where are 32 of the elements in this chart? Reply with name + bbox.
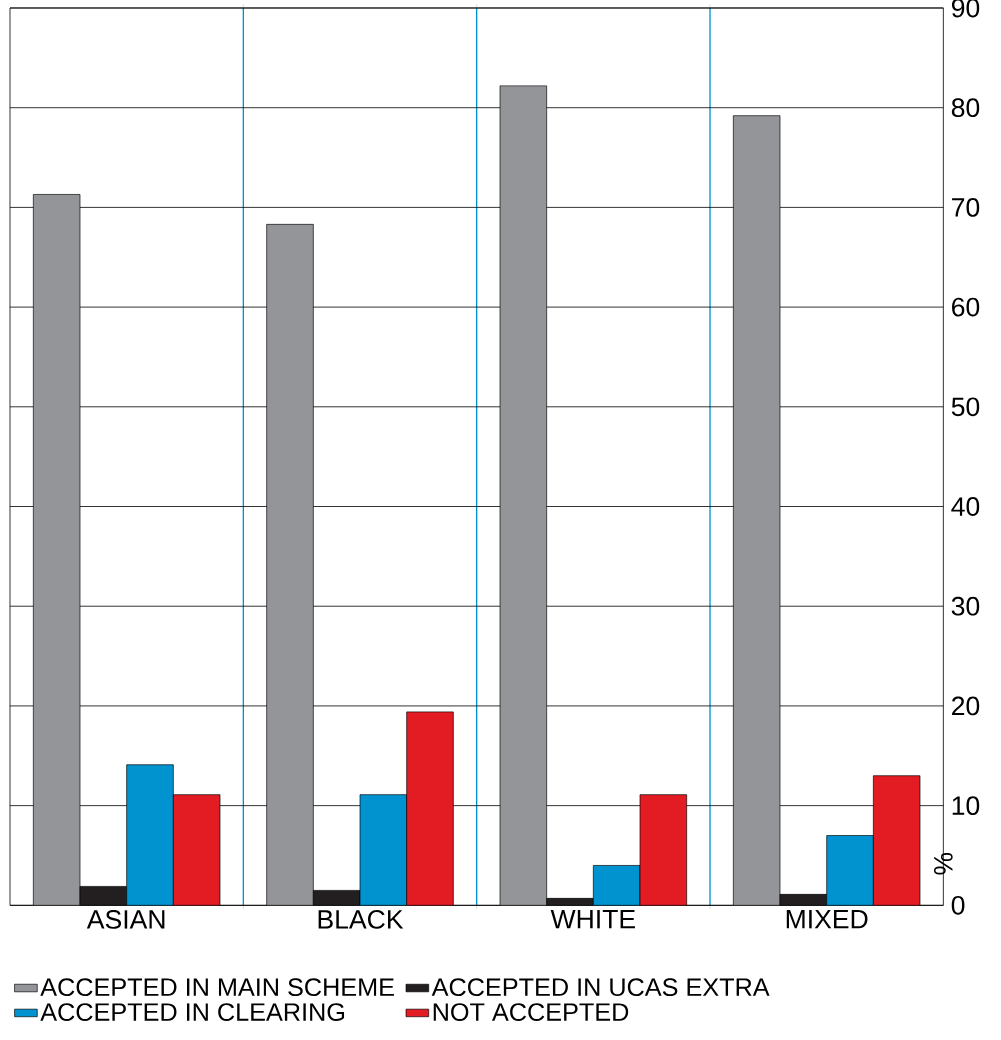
bar [33, 194, 80, 906]
y-axis-title: % [934, 852, 953, 875]
y-tick-label: 20 [952, 696, 980, 716]
y-tick-label: 80 [951, 98, 980, 118]
x-tick-label: MIXED [786, 910, 868, 929]
x-tick-label: ASIAN [86, 910, 165, 929]
bar [593, 865, 641, 906]
bar [173, 794, 220, 906]
bar [126, 764, 174, 906]
bar [313, 890, 361, 906]
y-tick-label: 40 [951, 497, 980, 516]
bar [406, 711, 454, 906]
y-tick-label: 10 [952, 796, 980, 816]
y-tick-label: 50 [951, 397, 980, 417]
bar [266, 224, 314, 906]
legend-label: ACCEPTED IN CLEARING [40, 1003, 345, 1022]
bar [873, 775, 921, 906]
legend-label: ACCEPTED IN UCAS EXTRA [431, 978, 770, 997]
y-tick-label: 70 [952, 198, 980, 217]
bar [500, 85, 547, 906]
y-tick-label: 60 [952, 297, 980, 317]
bar [360, 794, 407, 906]
y-tick-label: 30 [951, 596, 980, 616]
legend-label: ACCEPTED IN MAIN SCHEME [40, 978, 394, 997]
bar [640, 794, 687, 906]
y-tick-label: 0 [951, 895, 965, 915]
x-tick-label: WHITE [550, 910, 636, 929]
bar [826, 835, 874, 906]
legend-label: NOT ACCEPTED [433, 1003, 629, 1022]
bar [80, 886, 127, 906]
x-tick-label: BLACK [318, 910, 404, 929]
bar [733, 115, 781, 906]
